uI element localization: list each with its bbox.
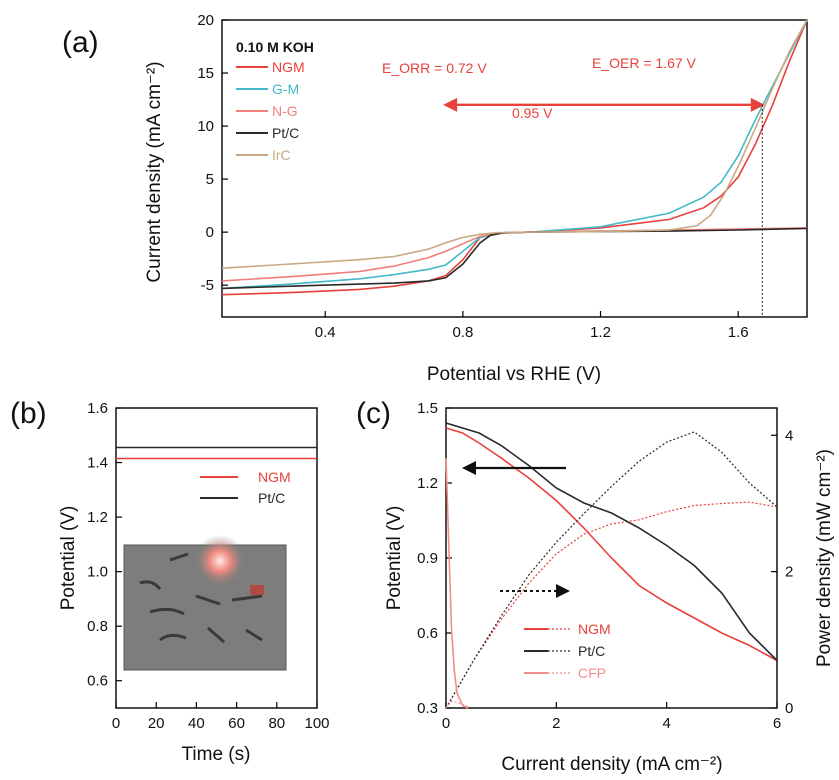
panel-a-ylabel: Current density (mA cm⁻²) (144, 61, 165, 282)
x-tick-label: 1.6 (728, 324, 749, 341)
y-right-tick-label: 0 (785, 700, 793, 717)
y-tick-label: 0.3 (417, 700, 438, 717)
delta-arrow-head-right (750, 97, 765, 112)
y-tick-label: 5 (206, 171, 214, 188)
panel-b-ylabel: Potential (V) (58, 506, 79, 611)
panel-b-label: (b) (10, 397, 47, 430)
series-pt-c-line (445, 422, 778, 662)
legend-label: NGM (578, 621, 611, 637)
x-tick-label: 6 (773, 715, 781, 732)
panel-b: (b) 0 20 40 60 80 100 0.6 0.8 1.0 1.2 1.4 1.6 Time … (10, 397, 330, 765)
series-pt-c-power-line (445, 431, 778, 709)
panel-a-legend: NGM G-M N-G Pt/C IrC (236, 59, 305, 163)
legend-label: NGM (272, 59, 305, 75)
y-tick-label: 1.6 (87, 400, 108, 417)
x-tick-label: 80 (268, 715, 285, 732)
y-right-tick-label: 2 (785, 564, 793, 581)
x-tick-label: 0 (442, 715, 450, 732)
y-tick-label: 0.6 (87, 673, 108, 690)
panel-b-inset-photo (123, 535, 287, 671)
y-tick-label: -5 (201, 277, 214, 294)
panel-c-ylabel: Potential (V) (384, 506, 405, 611)
x-tick-label: 100 (304, 715, 329, 732)
panel-c-series (445, 422, 778, 709)
panel-a-ticks: 0.4 0.8 1.2 1.6 -5 0 5 10 15 20 (197, 12, 748, 341)
panel-a-legend-title: 0.10 M KOH (236, 39, 314, 55)
x-tick-label: 20 (148, 715, 165, 732)
panel-c-ylabel-right: Power density (mW cm⁻²) (814, 449, 835, 667)
panel-a-label: (a) (62, 26, 99, 59)
legend-label: Pt/C (272, 125, 299, 141)
y-tick-label: 1.2 (87, 509, 108, 526)
series-ngm-power-line (445, 501, 778, 709)
panel-c-legend: NGM Pt/C CFP (524, 621, 611, 681)
series-cfp-line (445, 457, 469, 709)
x-tick-label: 4 (662, 715, 670, 732)
x-tick-label: 0 (112, 715, 120, 732)
x-tick-label: 60 (228, 715, 245, 732)
legend-label: Pt/C (258, 490, 285, 506)
y-tick-label: 0.8 (87, 618, 108, 635)
panel-a-delta-arrow (443, 97, 765, 112)
panel-a-frame (221, 19, 808, 318)
series-pt-c-line (221, 227, 808, 290)
series-ngm-line (221, 19, 808, 296)
panel-b-series (116, 446, 317, 460)
panel-a-xlabel: Potential vs RHE (V) (427, 364, 601, 385)
panel-a-e-orr: E_ORR = 0.72 V (382, 60, 487, 76)
series-ngm-line (445, 427, 778, 662)
y-tick-label: 0.9 (417, 550, 438, 567)
y-tick-label: 1.0 (87, 564, 108, 581)
series-cfp-power-line (445, 700, 469, 709)
series-g-m-line (221, 19, 808, 290)
y-tick-label: 20 (197, 12, 214, 29)
y-tick-label: 10 (197, 118, 214, 135)
panel-c-xlabel: Current density (mA cm⁻²) (501, 754, 722, 775)
panel-b-xlabel: Time (s) (182, 744, 251, 765)
panel-b-ticks: 0 20 40 60 80 100 0.6 0.8 1.0 1.2 1.4 1.6 (87, 400, 329, 732)
delta-arrow-head-left (443, 97, 458, 112)
y-tick-label: 1.2 (417, 475, 438, 492)
panel-b-frame (115, 407, 318, 709)
y-tick-label: 0.6 (417, 625, 438, 642)
x-tick-label: 1.2 (590, 324, 611, 341)
legend-label: CFP (578, 665, 606, 681)
x-tick-label: 2 (552, 715, 560, 732)
panel-c: (c) 0 2 4 6 0.3 0.6 0.9 1.2 1.5 0 2 4 Current densi… (356, 397, 835, 775)
legend-label: IrC (272, 147, 291, 163)
panel-c-label: (c) (356, 397, 391, 430)
panel-b-legend: NGM Pt/C (200, 469, 291, 506)
x-tick-label: 0.4 (315, 324, 336, 341)
panel-c-axis-arrows (462, 461, 570, 598)
y-right-tick-label: 4 (785, 427, 793, 444)
panel-a-e-oer: E_OER = 1.67 V (592, 55, 697, 71)
series-n-g-line (221, 227, 808, 282)
x-tick-label: 0.8 (452, 324, 473, 341)
x-tick-label: 40 (188, 715, 205, 732)
y-tick-label: 0 (206, 224, 214, 241)
panel-a-delta: 0.95 V (512, 105, 553, 121)
legend-label: NGM (258, 469, 291, 485)
legend-label: Pt/C (578, 643, 605, 659)
y-tick-label: 1.5 (417, 400, 438, 417)
y-tick-label: 1.4 (87, 455, 108, 472)
legend-label: N-G (272, 103, 298, 119)
panel-c-ticks: 0 2 4 6 0.3 0.6 0.9 1.2 1.5 0 2 4 (417, 400, 793, 732)
panel-a: (a) 0.4 0.8 1.2 1.6 -5 0 5 10 15 20 Potential vs … (62, 12, 808, 385)
y-tick-label: 15 (197, 65, 214, 82)
legend-label: G-M (272, 81, 299, 97)
panel-a-series (221, 19, 808, 296)
series-irc-line (221, 19, 808, 269)
